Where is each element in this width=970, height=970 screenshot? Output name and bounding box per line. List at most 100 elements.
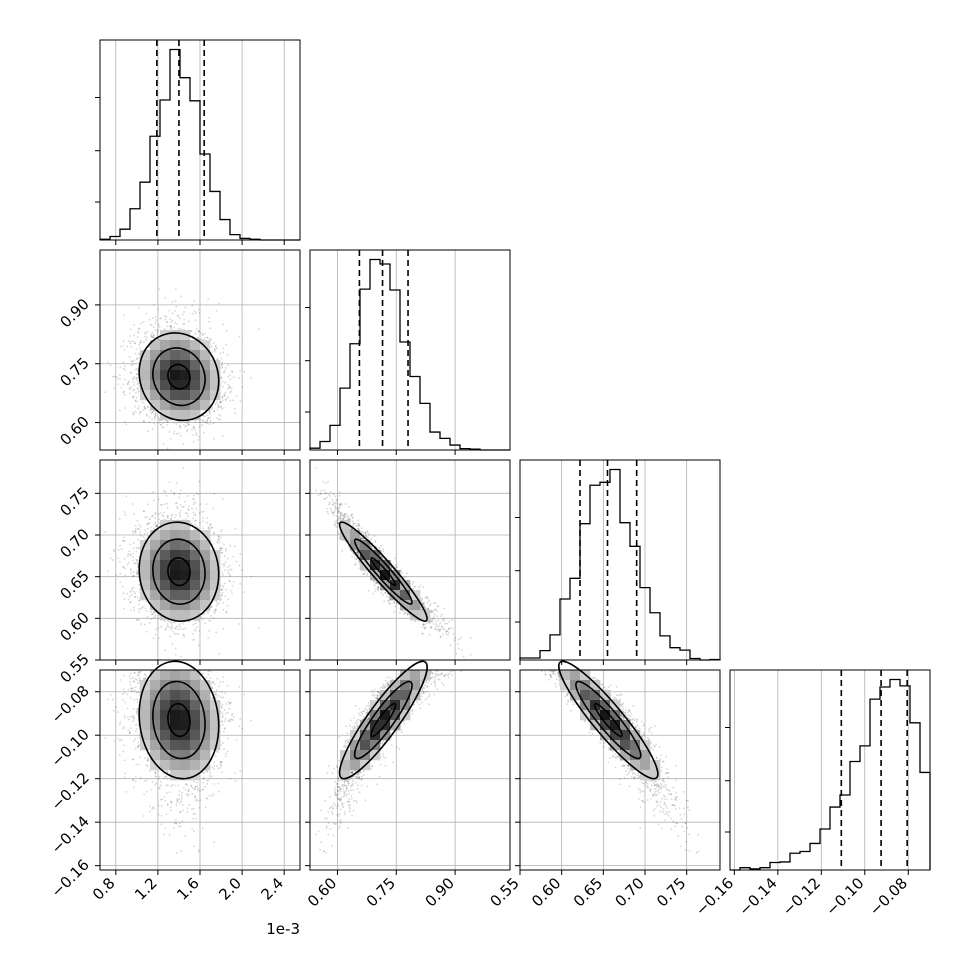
scatter-point — [173, 422, 176, 424]
scatter-point — [156, 333, 159, 336]
scatter-point — [132, 503, 134, 505]
scatter-point — [135, 373, 138, 376]
scatter-point — [127, 383, 129, 385]
scatter-point — [191, 507, 193, 510]
scatter-point — [229, 390, 232, 393]
scatter-point — [134, 399, 137, 402]
scatter-point — [150, 335, 153, 338]
scatter-point — [192, 497, 195, 500]
scatter-point — [166, 325, 169, 327]
scatter-point — [210, 357, 213, 360]
scatter-point — [232, 399, 235, 402]
scatter-point — [156, 331, 159, 334]
scatter-point — [225, 343, 228, 346]
scatter-point — [202, 419, 205, 421]
scatter-point — [220, 594, 223, 597]
scatter-point — [151, 331, 154, 334]
scatter-point — [190, 522, 193, 525]
scatter-point — [198, 311, 201, 314]
scatter-point — [144, 607, 147, 610]
scatter-point — [131, 361, 134, 363]
scatter-point — [192, 623, 195, 626]
scatter-point — [193, 494, 195, 497]
scatter-point — [164, 315, 166, 318]
scatter-point — [203, 431, 206, 434]
scatter-point — [207, 417, 210, 420]
scatter-point — [166, 421, 169, 423]
scatter-point — [137, 405, 140, 408]
scatter-point — [206, 422, 209, 425]
scatter-point — [145, 336, 148, 339]
scatter-point — [119, 572, 122, 575]
scatter-point — [224, 381, 227, 384]
scatter-point — [132, 411, 135, 414]
scatter-point — [216, 358, 219, 360]
scatter-point — [214, 403, 217, 406]
scatter-point — [171, 319, 174, 322]
y-tick-label: 0.90 — [56, 295, 92, 331]
scatter-point — [129, 568, 132, 570]
scatter-point — [219, 418, 222, 421]
scatter-point — [154, 415, 156, 417]
scatter-point — [136, 377, 139, 379]
scatter-point — [186, 422, 189, 425]
scatter-point — [215, 401, 218, 404]
scatter-point — [132, 542, 135, 544]
scatter-point — [126, 563, 129, 566]
scatter-point — [123, 536, 125, 539]
scatter-point — [228, 386, 231, 389]
scatter-point — [136, 596, 139, 599]
scatter-point — [139, 411, 142, 413]
scatter-point — [170, 325, 173, 327]
scatter-point — [143, 407, 146, 410]
scatter-point — [228, 374, 231, 377]
scatter-point — [123, 394, 126, 396]
scatter-point — [178, 421, 181, 424]
scatter-point — [231, 592, 233, 595]
density-cell — [190, 370, 201, 381]
scatter-point — [227, 364, 230, 367]
scatter-point — [182, 423, 185, 426]
scatter-point — [216, 602, 219, 605]
scatter-point — [221, 366, 224, 369]
scatter-point — [224, 555, 226, 558]
scatter-point — [123, 540, 126, 542]
scatter-point — [138, 389, 140, 392]
scatter-point — [231, 371, 234, 374]
scatter-point — [146, 430, 149, 433]
scatter-point — [151, 428, 154, 431]
scatter-point — [138, 353, 140, 356]
scatter-point — [222, 434, 224, 437]
scatter-point — [146, 616, 149, 618]
scatter-point — [203, 613, 206, 616]
scatter-point — [131, 396, 134, 399]
scatter-point — [201, 517, 204, 520]
scatter-point — [144, 407, 147, 410]
scatter-point — [219, 547, 222, 550]
scatter-point — [166, 420, 169, 423]
scatter-point — [174, 647, 177, 650]
scatter-point — [169, 635, 172, 638]
scatter-point — [206, 414, 208, 417]
scatter-point — [172, 432, 175, 435]
scatter-point — [137, 391, 140, 393]
scatter-point — [122, 314, 125, 317]
scatter-point — [215, 600, 218, 603]
scatter-point — [150, 412, 153, 415]
scatter-point — [170, 515, 173, 517]
scatter-point — [183, 636, 186, 639]
scatter-point — [129, 392, 131, 395]
scatter-point — [132, 395, 135, 398]
scatter-point — [118, 517, 121, 520]
scatter-point — [215, 310, 218, 312]
scatter-point — [157, 323, 160, 326]
scatter-point — [184, 627, 187, 630]
scatter-point — [171, 624, 174, 627]
density-cell — [190, 380, 201, 391]
scatter-point — [157, 617, 160, 620]
scatter-point — [222, 351, 225, 354]
scatter-point — [226, 557, 229, 560]
scatter-point — [162, 511, 165, 514]
density-cell — [170, 370, 181, 381]
scatter-point — [195, 432, 198, 435]
